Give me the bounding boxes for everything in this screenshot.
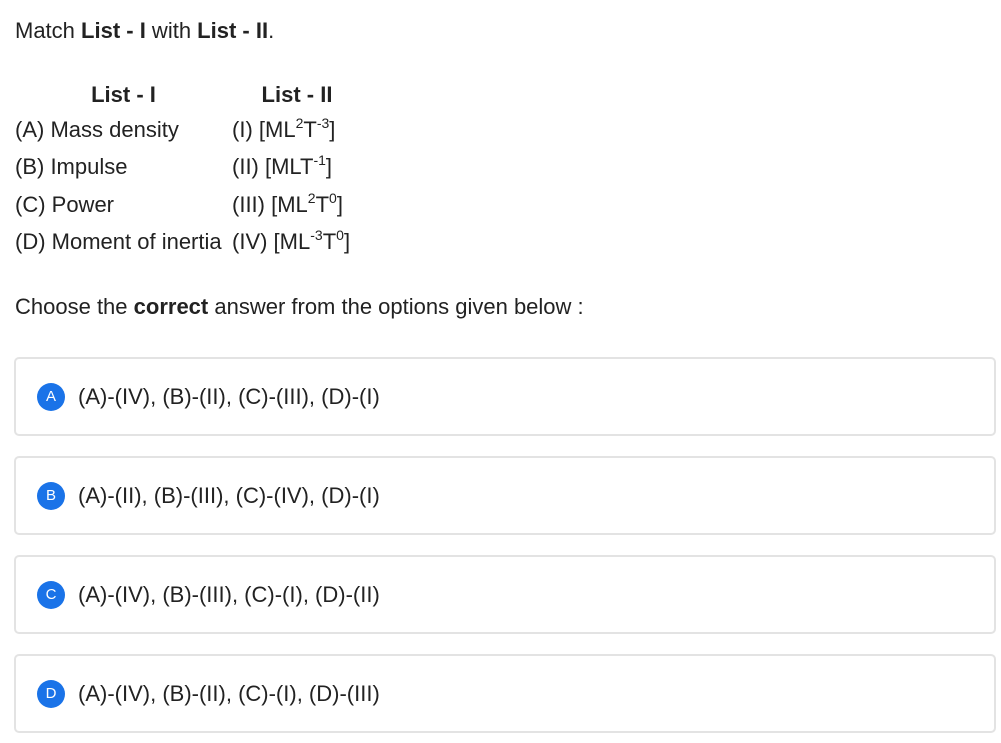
list2-exponent: 0: [329, 189, 337, 206]
question-prefix: Match: [15, 18, 82, 43]
list2-exponent: -3: [310, 227, 323, 244]
question-suffix: .: [268, 18, 275, 43]
list2-item: (II) [MLT-1]: [232, 149, 362, 187]
instruction-bold: correct: [133, 294, 209, 319]
list2-text: ]: [329, 116, 336, 142]
option-d-text: (A)-(IV), (B)-(II), (C)-(I), (D)-(III): [78, 680, 380, 706]
instruction-after: answer from the options given below :: [208, 294, 584, 319]
option-c-badge: C: [37, 580, 65, 609]
option-b[interactable]: B (A)-(II), (B)-(III), (C)-(IV), (D)-(I): [14, 456, 996, 535]
option-c[interactable]: C (A)-(IV), (B)-(III), (C)-(I), (D)-(II): [14, 555, 996, 634]
option-b-badge: B: [37, 481, 65, 510]
list2-text: ]: [343, 229, 351, 255]
list2-item: (I) [ML2T-3]: [232, 111, 362, 149]
option-d-badge: D: [37, 679, 65, 708]
option-a[interactable]: A (A)-(IV), (B)-(II), (C)-(III), (D)-(I): [14, 357, 996, 436]
list2-exponent: 2: [307, 189, 316, 206]
list2-header: List - II: [261, 81, 333, 107]
list2-item: (III) [ML2T0]: [232, 186, 362, 224]
instruction-text: Choose the correct answer from the optio…: [15, 293, 584, 321]
list2-text: (I) [ML: [232, 116, 296, 142]
list1-item: (A) Mass density: [15, 116, 179, 142]
list2-exponent: -1: [313, 152, 326, 169]
list2-text: ]: [325, 154, 333, 180]
list2-exponent: 0: [336, 227, 344, 244]
instruction-before: Choose the: [15, 294, 134, 319]
list2-text: T: [315, 191, 330, 217]
list2-text: T: [322, 229, 337, 255]
question-list2: List - II: [197, 18, 269, 43]
question-middle: with: [145, 18, 198, 43]
list1-item: (B) Impulse: [15, 154, 128, 180]
match-table: List - I List - II (A) Mass density (I) …: [15, 78, 362, 261]
table-row: (B) Impulse (II) [MLT-1]: [15, 149, 362, 187]
list1-item: (C) Power: [15, 191, 115, 217]
option-d[interactable]: D (A)-(IV), (B)-(II), (C)-(I), (D)-(III): [14, 654, 996, 733]
option-c-text: (A)-(IV), (B)-(III), (C)-(I), (D)-(II): [78, 581, 380, 607]
table-row: (C) Power (III) [ML2T0]: [15, 186, 362, 224]
list2-text: (IV) [ML: [232, 229, 311, 255]
list2-exponent: -3: [316, 114, 330, 131]
question-text: Match List - I with List - II.: [15, 17, 274, 45]
table-row: (A) Mass density (I) [ML2T-3]: [15, 111, 362, 149]
list1-item: (D) Moment of inertia: [15, 229, 222, 255]
match-table-header: List - I List - II: [15, 78, 362, 111]
question-list1: List - I: [81, 18, 146, 43]
table-row: (D) Moment of inertia (IV) [ML-3T0]: [15, 224, 362, 262]
option-a-badge: A: [37, 382, 65, 411]
option-b-text: (A)-(II), (B)-(III), (C)-(IV), (D)-(I): [78, 482, 380, 508]
list2-text: (II) [MLT: [232, 154, 314, 180]
list2-text: T: [303, 116, 317, 142]
list2-text: ]: [336, 191, 343, 217]
list2-item: (IV) [ML-3T0]: [232, 224, 362, 262]
option-a-text: (A)-(IV), (B)-(II), (C)-(III), (D)-(I): [78, 383, 380, 409]
list2-exponent: 2: [295, 114, 304, 131]
list2-text: (III) [ML: [232, 191, 308, 217]
list1-header: List - I: [91, 81, 156, 107]
